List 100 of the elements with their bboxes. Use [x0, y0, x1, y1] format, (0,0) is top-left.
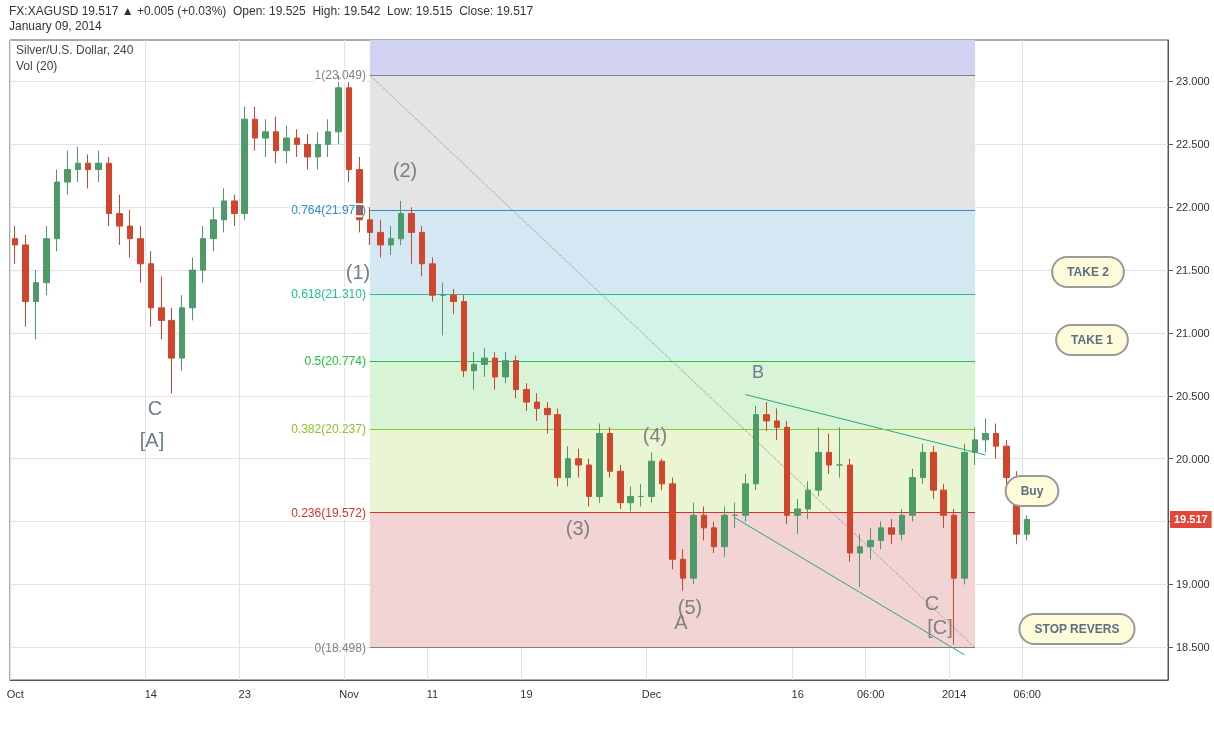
candlestick — [283, 125, 290, 164]
y-tick-label: 20.000 — [1176, 452, 1210, 465]
y-tick-label: 20.500 — [1176, 389, 1210, 402]
candlestick — [763, 401, 770, 432]
x-tick-label: 06:00 — [856, 687, 885, 700]
candlestick — [252, 106, 258, 152]
x-tick-label: 14 — [144, 687, 157, 700]
candlestick — [408, 206, 415, 265]
candlestick — [878, 521, 884, 550]
x-tick-label: 2014 — [941, 687, 967, 700]
annotation: 19.517 — [1174, 513, 1208, 526]
y-tick-label: 21.500 — [1176, 264, 1210, 277]
candlestick — [993, 423, 999, 460]
x-tick-label: 23 — [238, 687, 251, 700]
candlestick — [22, 234, 29, 328]
candlestick — [346, 80, 352, 183]
candlestick — [909, 468, 916, 523]
annotation: C — [147, 397, 163, 419]
x-tick-label: Oct — [6, 687, 24, 700]
candlestick — [325, 118, 331, 158]
candlestick — [168, 307, 175, 394]
candlestick — [262, 118, 269, 158]
annotation: [C] — [927, 616, 953, 638]
candlestick — [241, 106, 248, 221]
candlestick — [721, 505, 728, 558]
candlestick — [951, 508, 957, 646]
candlestick — [127, 209, 133, 259]
candlestick — [116, 194, 123, 246]
candlestick — [575, 448, 582, 479]
candlestick — [899, 508, 905, 541]
candlestick — [554, 407, 561, 487]
candlestick — [513, 355, 519, 399]
candlestick — [304, 133, 311, 171]
annotation: STOP REVERS — [1034, 622, 1120, 636]
candlestick — [847, 458, 853, 563]
annotation: Silver/U.S. Dollar, 240 — [16, 43, 134, 57]
y-tick-label: 23.000 — [1176, 75, 1210, 88]
candlestick — [596, 423, 603, 504]
candlestick — [523, 382, 530, 412]
candlestick — [805, 480, 811, 520]
candlestick — [659, 458, 665, 491]
candlestick — [231, 194, 238, 227]
candlestick — [33, 269, 39, 340]
candlestick — [627, 485, 634, 513]
candlestick — [815, 426, 822, 497]
annotation: [A] — [139, 429, 165, 451]
annotation: (4) — [642, 424, 668, 446]
candlestick — [648, 451, 655, 504]
candlestick — [137, 225, 144, 284]
y-tick-label: 21.000 — [1176, 326, 1210, 339]
candlestick — [12, 225, 18, 265]
x-tick-label: 06:00 — [1013, 687, 1041, 700]
candlestick — [367, 206, 373, 246]
candlestick — [471, 351, 477, 391]
candlestick — [972, 426, 978, 466]
candlestick — [221, 187, 227, 233]
candlestick — [753, 405, 759, 491]
candlestick — [867, 527, 874, 560]
y-tick-label: 19.000 — [1176, 578, 1210, 591]
annotation: Buy — [1020, 484, 1044, 498]
candlestick — [794, 498, 801, 535]
candlestick — [920, 443, 926, 485]
candlestick — [388, 225, 394, 256]
x-tick-label: Nov — [339, 687, 360, 700]
candlestick — [742, 473, 749, 523]
ref-line-label: 0(18.498) — [314, 640, 366, 655]
candlestick — [669, 477, 676, 570]
candlestick — [64, 150, 71, 196]
candlestick — [200, 225, 206, 284]
annotation: (1) — [345, 261, 371, 283]
candlestick — [429, 257, 436, 303]
candlestick — [502, 351, 509, 384]
candlestick — [690, 502, 697, 585]
annotation: (3) — [565, 517, 591, 539]
candlestick — [210, 206, 217, 252]
candlestick — [189, 257, 196, 321]
x-tick-label: 16 — [791, 687, 804, 700]
candlestick — [1024, 514, 1030, 541]
candlestick — [315, 131, 321, 171]
candlestick — [54, 169, 60, 252]
candlestick — [940, 483, 947, 529]
annotation: TAKE 1 — [1071, 333, 1114, 347]
candlestick — [544, 401, 551, 435]
candlestick — [419, 225, 425, 277]
candlestick — [1003, 439, 1010, 487]
candlestick — [617, 464, 624, 510]
candlestick — [857, 533, 863, 588]
candlestick — [179, 294, 185, 372]
candlestick — [826, 433, 832, 475]
ref-line-label: 0.236(19.572) — [291, 505, 366, 520]
x-tick-label: 11 — [426, 687, 439, 700]
candlestick — [85, 153, 91, 189]
candlestick — [450, 288, 457, 315]
candlestick — [492, 351, 498, 391]
candlestick — [398, 200, 404, 246]
candlestick — [961, 443, 968, 585]
annotation: B — [751, 362, 765, 382]
ref-line-label: 0.618(21.310) — [291, 286, 366, 301]
ref-line-label: 1(23.049) — [314, 68, 366, 83]
annotation: Vol (20) — [16, 59, 58, 73]
